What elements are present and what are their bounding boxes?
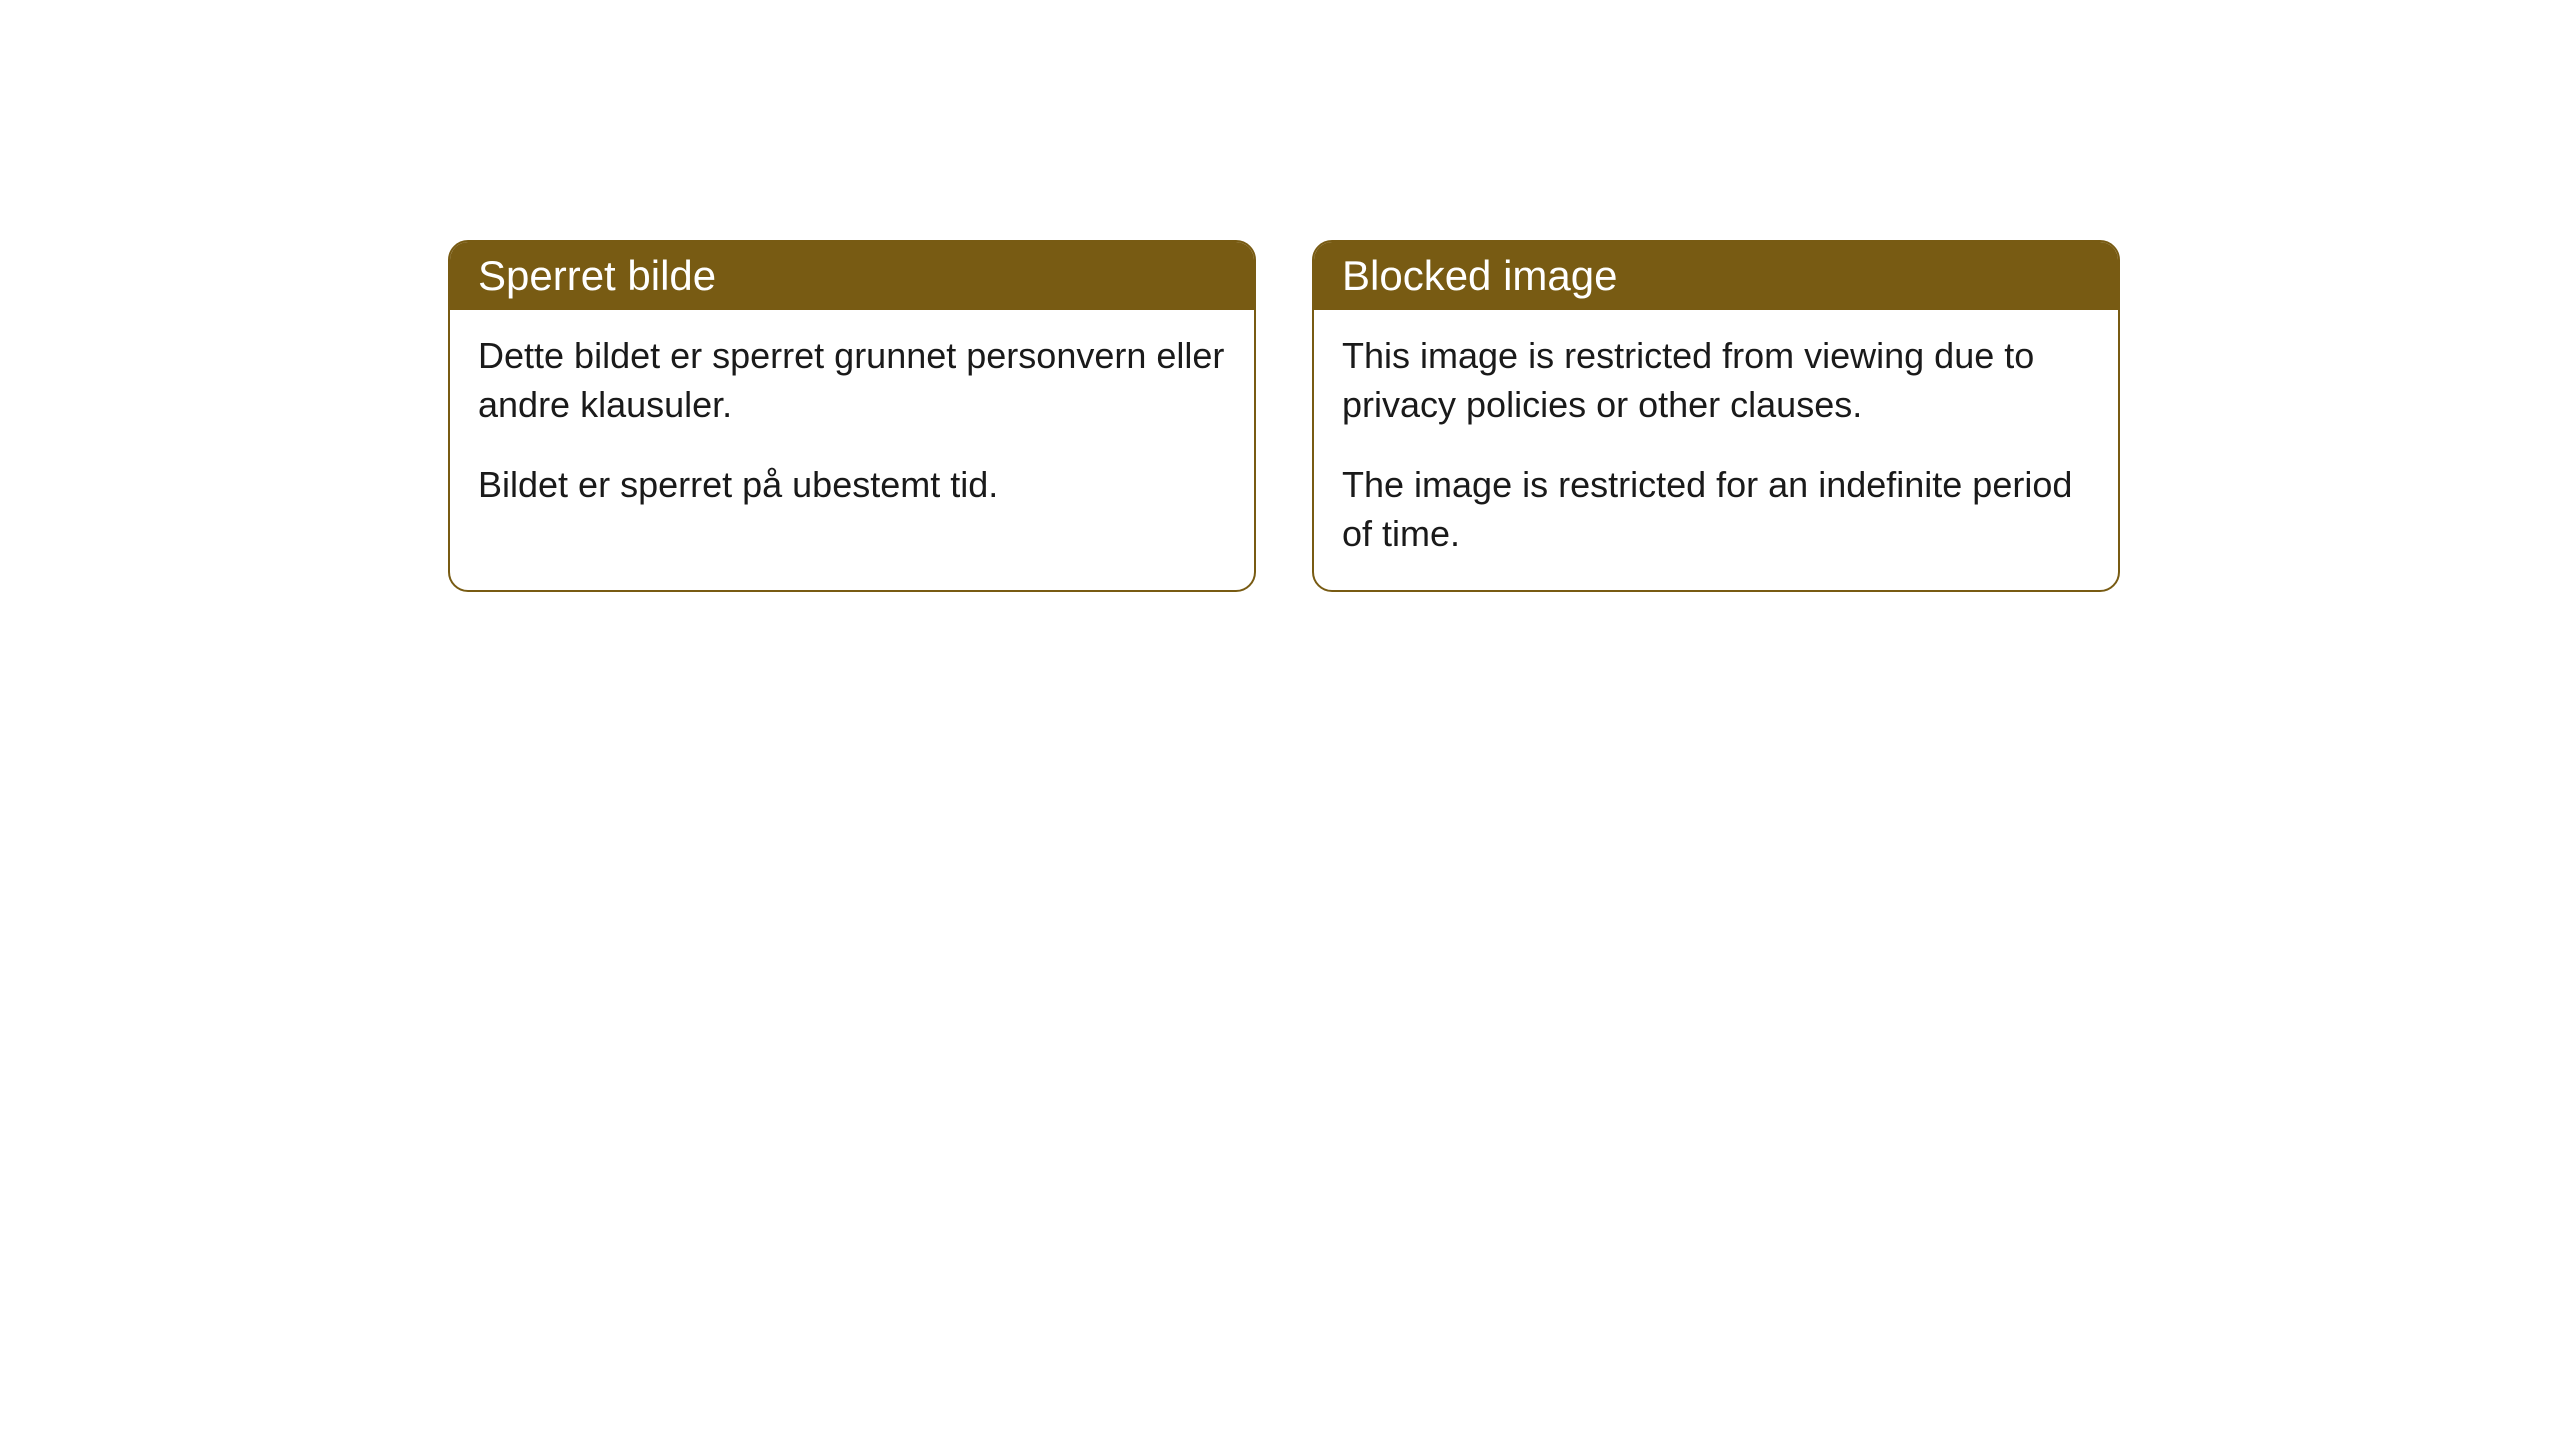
card-body-en: This image is restricted from viewing du… — [1314, 310, 2118, 590]
card-title-no: Sperret bilde — [478, 252, 716, 299]
card-para1-no: Dette bildet er sperret grunnet personve… — [478, 332, 1226, 429]
notice-container: Sperret bilde Dette bildet er sperret gr… — [0, 0, 2560, 592]
card-header-en: Blocked image — [1314, 242, 2118, 310]
card-para1-en: This image is restricted from viewing du… — [1342, 332, 2090, 429]
blocked-image-card-no: Sperret bilde Dette bildet er sperret gr… — [448, 240, 1256, 592]
card-body-no: Dette bildet er sperret grunnet personve… — [450, 310, 1254, 590]
card-para2-en: The image is restricted for an indefinit… — [1342, 461, 2090, 558]
blocked-image-card-en: Blocked image This image is restricted f… — [1312, 240, 2120, 592]
card-para2-no: Bildet er sperret på ubestemt tid. — [478, 461, 1226, 510]
card-header-no: Sperret bilde — [450, 242, 1254, 310]
card-title-en: Blocked image — [1342, 252, 1617, 299]
